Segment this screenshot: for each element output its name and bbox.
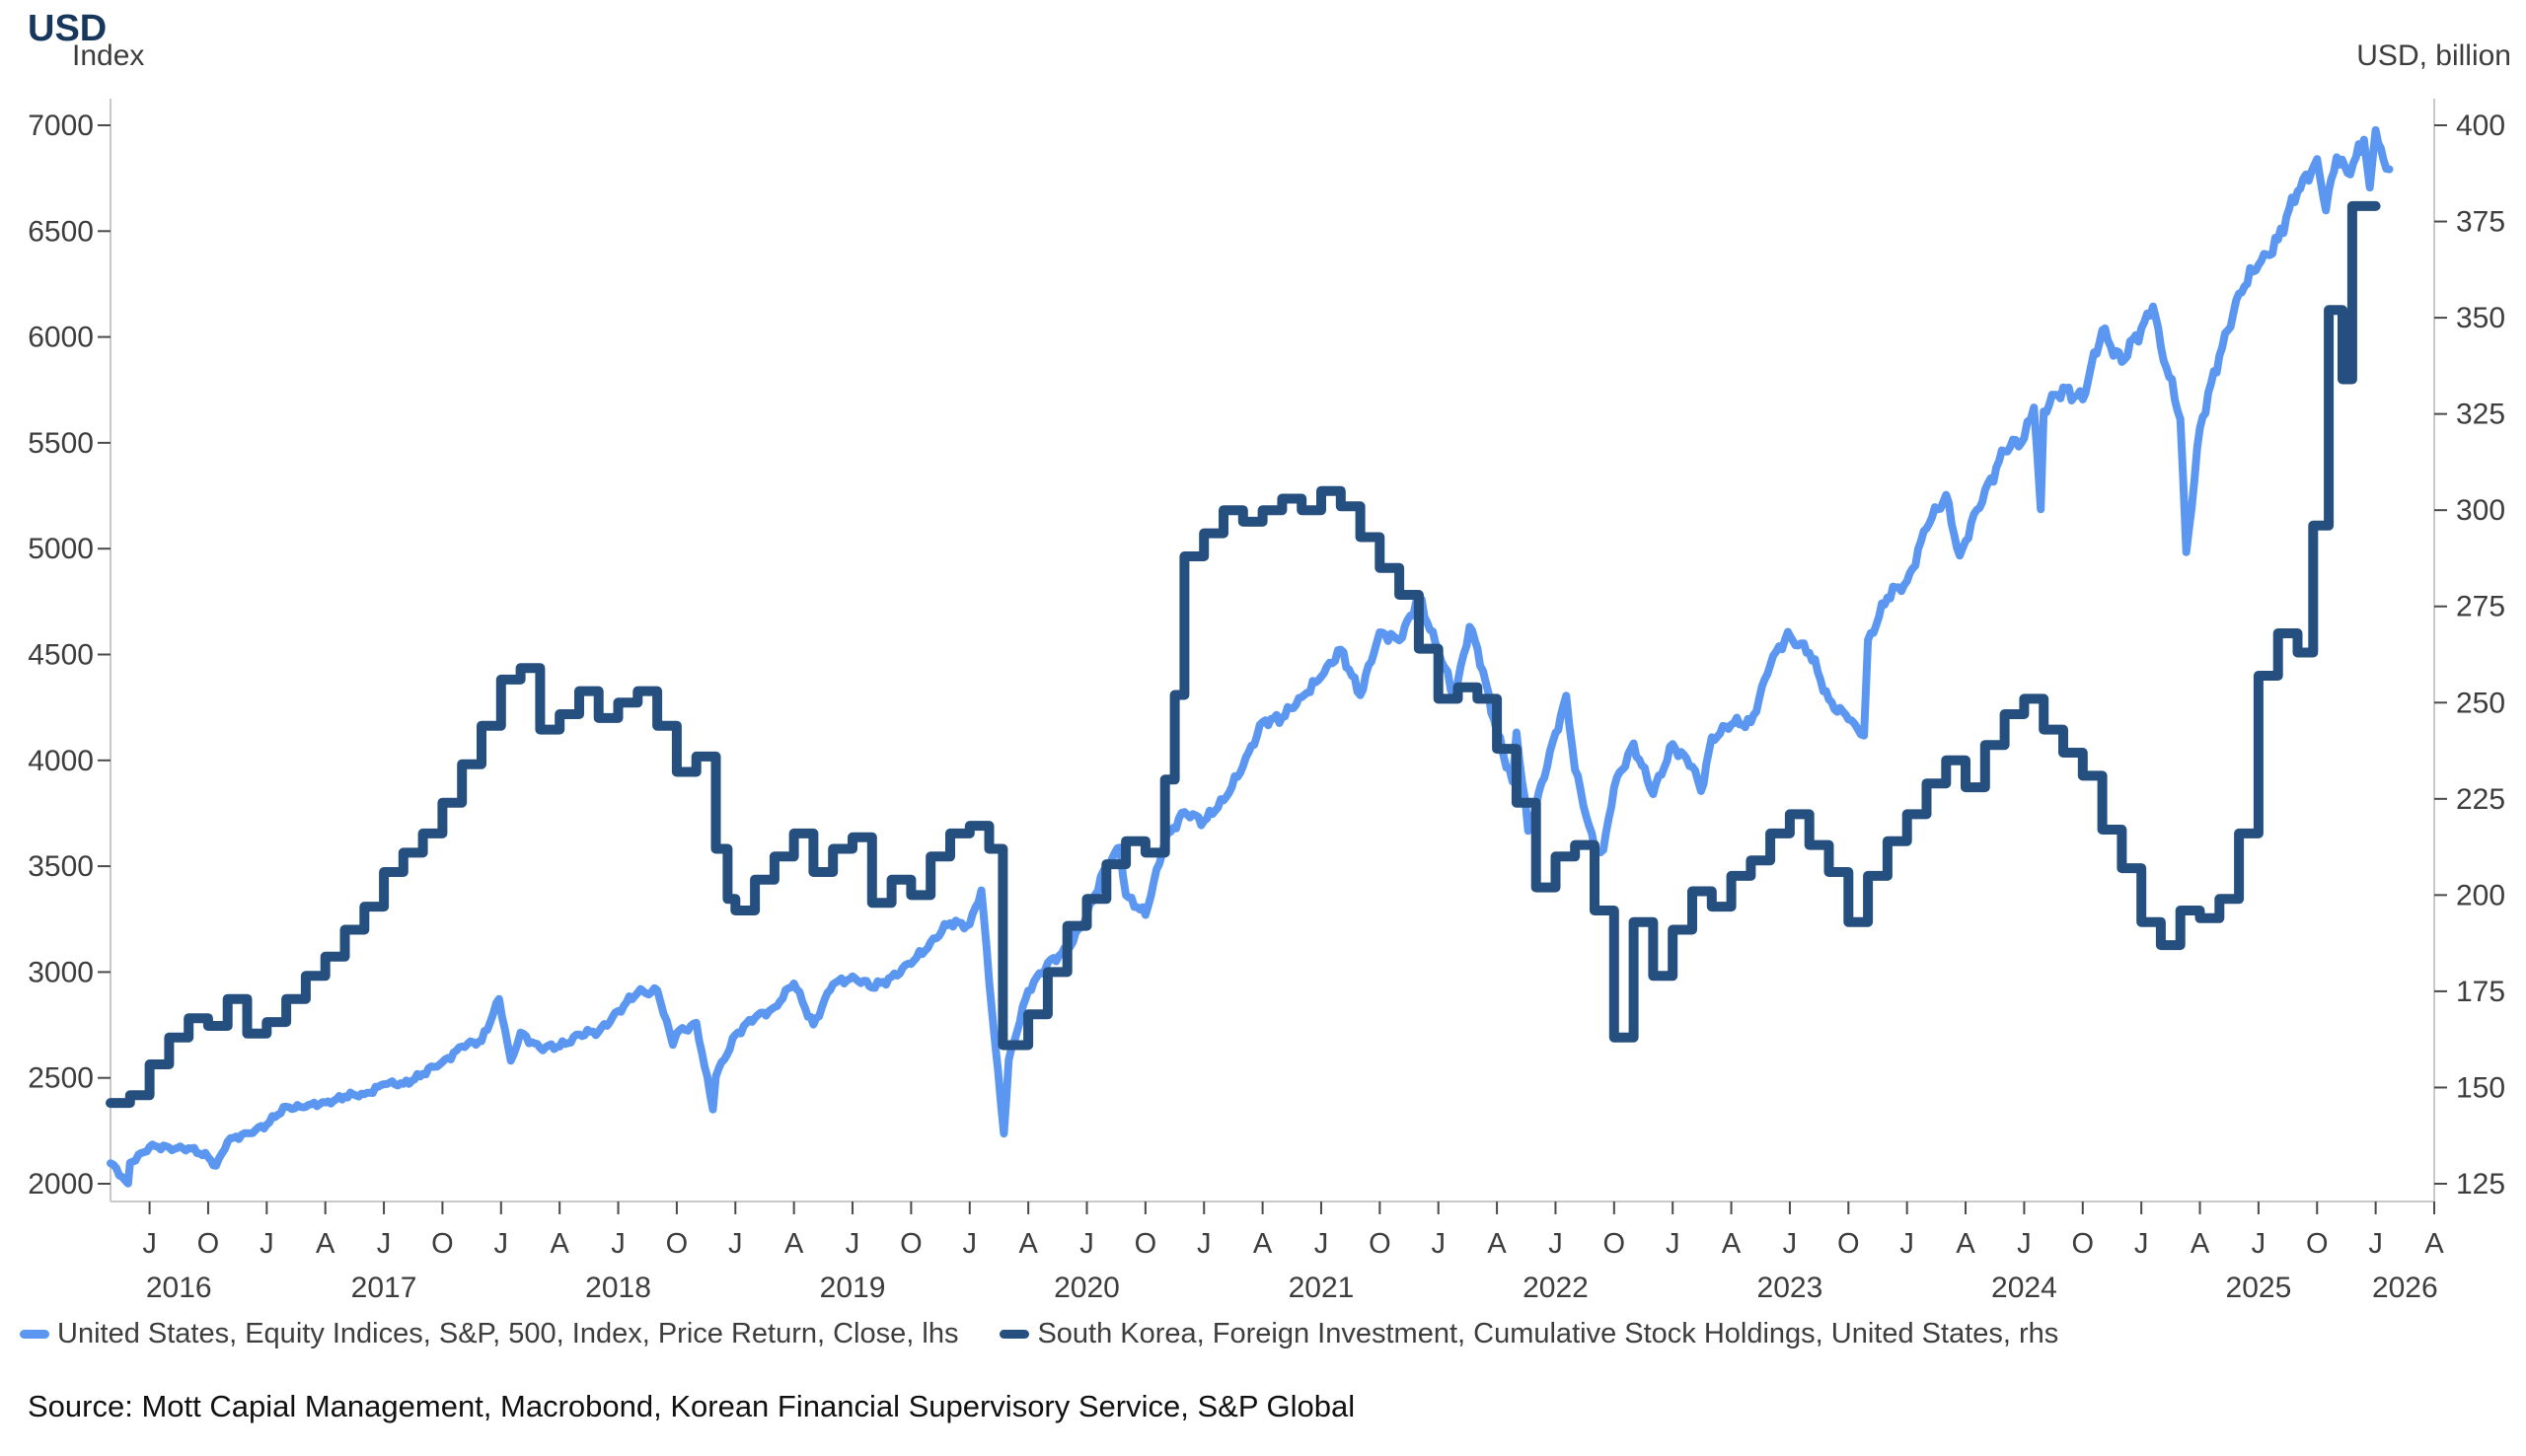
month-tick-label: O <box>2306 1228 2329 1260</box>
left-tick-label: 5000 <box>28 533 94 565</box>
month-tick-label: O <box>431 1228 454 1260</box>
month-tick-label: A <box>2424 1228 2444 1260</box>
month-tick-label: J <box>1548 1228 1563 1260</box>
month-tick-label: A <box>550 1228 569 1260</box>
month-tick-label: A <box>1018 1228 1038 1260</box>
month-tick-label: A <box>1956 1228 1975 1260</box>
left-tick-label: 6500 <box>28 215 94 248</box>
right-axis-caption: USD, billion <box>2356 39 2511 72</box>
right-tick-label: 400 <box>2456 109 2505 142</box>
month-tick-label: J <box>1899 1228 1914 1260</box>
month-tick-label: J <box>846 1228 860 1260</box>
month-tick-label: J <box>1314 1228 1329 1260</box>
year-label: 2026 <box>2372 1272 2438 1304</box>
right-tick-label: 225 <box>2456 783 2505 816</box>
sp500-line-series <box>107 125 2394 1188</box>
korea-legend-swatch <box>1000 1330 1030 1339</box>
right-tick-label: 375 <box>2456 206 2505 239</box>
month-tick-label: O <box>1603 1228 1626 1260</box>
month-tick-label: J <box>1079 1228 1094 1260</box>
left-tick-label: 4000 <box>28 745 94 777</box>
year-label: 2019 <box>820 1272 886 1304</box>
year-label: 2020 <box>1054 1272 1120 1304</box>
month-tick-label: J <box>494 1228 509 1260</box>
month-tick-label: J <box>2368 1228 2383 1260</box>
left-tick-label: 2500 <box>28 1062 94 1095</box>
left-tick-label: 3000 <box>28 956 94 988</box>
month-tick-label: J <box>963 1228 978 1260</box>
year-label: 2024 <box>1991 1272 2057 1304</box>
year-label: 2018 <box>585 1272 651 1304</box>
month-tick-label: O <box>1837 1228 1860 1260</box>
month-tick-label: O <box>2072 1228 2095 1260</box>
right-tick-label: 325 <box>2456 399 2505 431</box>
year-label: 2016 <box>146 1272 212 1304</box>
left-tick-label: 6000 <box>28 322 94 354</box>
left-axis-caption: Index <box>72 39 145 72</box>
month-tick-label: A <box>2191 1228 2210 1260</box>
month-tick-label: A <box>1722 1228 1742 1260</box>
year-label: 2023 <box>1757 1272 1823 1304</box>
left-tick-label: 2000 <box>28 1168 94 1201</box>
month-tick-label: O <box>1369 1228 1391 1260</box>
sp500-legend-swatch <box>20 1330 49 1339</box>
sp500-legend-label: United States, Equity Indices, S&P, 500,… <box>57 1318 959 1349</box>
month-tick-label: O <box>900 1228 923 1260</box>
year-label: 2022 <box>1523 1272 1589 1304</box>
right-tick-label: 150 <box>2456 1071 2505 1104</box>
month-tick-label: J <box>142 1228 157 1260</box>
month-tick-label: J <box>377 1228 392 1260</box>
month-tick-label: A <box>784 1228 804 1260</box>
right-tick-label: 300 <box>2456 494 2505 527</box>
right-tick-label: 175 <box>2456 976 2505 1008</box>
month-tick-label: J <box>2017 1228 2032 1260</box>
right-tick-label: 250 <box>2456 687 2505 719</box>
month-tick-label: J <box>728 1228 743 1260</box>
right-tick-label: 350 <box>2456 302 2505 334</box>
month-tick-label: O <box>666 1228 689 1260</box>
legend-item-sp500: United States, Equity Indices, S&P, 500,… <box>20 1318 958 1350</box>
month-tick-label: A <box>1487 1228 1507 1260</box>
month-tick-label: J <box>1431 1228 1446 1260</box>
right-tick-label: 200 <box>2456 879 2505 911</box>
month-tick-label: A <box>316 1228 335 1260</box>
month-tick-label: O <box>197 1228 220 1260</box>
month-tick-label: A <box>1253 1228 1273 1260</box>
legend-item-korea: South Korea, Foreign Investment, Cumulat… <box>1000 1318 2058 1350</box>
month-tick-label: J <box>260 1228 274 1260</box>
source-text: Source: Mott Capial Management, Macrobon… <box>28 1389 1356 1423</box>
left-tick-label: 7000 <box>28 109 94 142</box>
month-tick-label: O <box>1135 1228 1157 1260</box>
year-label: 2025 <box>2226 1272 2292 1304</box>
left-tick-label: 3500 <box>28 850 94 883</box>
month-tick-label: J <box>1197 1228 1212 1260</box>
left-tick-label: 5500 <box>28 427 94 460</box>
korea-legend-label: South Korea, Foreign Investment, Cumulat… <box>1037 1318 2059 1349</box>
year-label: 2017 <box>351 1272 417 1304</box>
chart-legend: United States, Equity Indices, S&P, 500,… <box>20 1318 2086 1350</box>
month-tick-label: J <box>1666 1228 1680 1260</box>
month-tick-label: J <box>2252 1228 2266 1260</box>
right-tick-label: 275 <box>2456 591 2505 623</box>
right-tick-label: 125 <box>2456 1168 2505 1201</box>
year-label: 2021 <box>1289 1272 1355 1304</box>
page-title: USD <box>28 8 108 49</box>
month-tick-label: J <box>1783 1228 1798 1260</box>
left-tick-label: 4500 <box>28 639 94 672</box>
month-tick-label: J <box>611 1228 626 1260</box>
korea-step-series <box>106 200 2381 1109</box>
month-tick-label: J <box>2134 1228 2149 1260</box>
